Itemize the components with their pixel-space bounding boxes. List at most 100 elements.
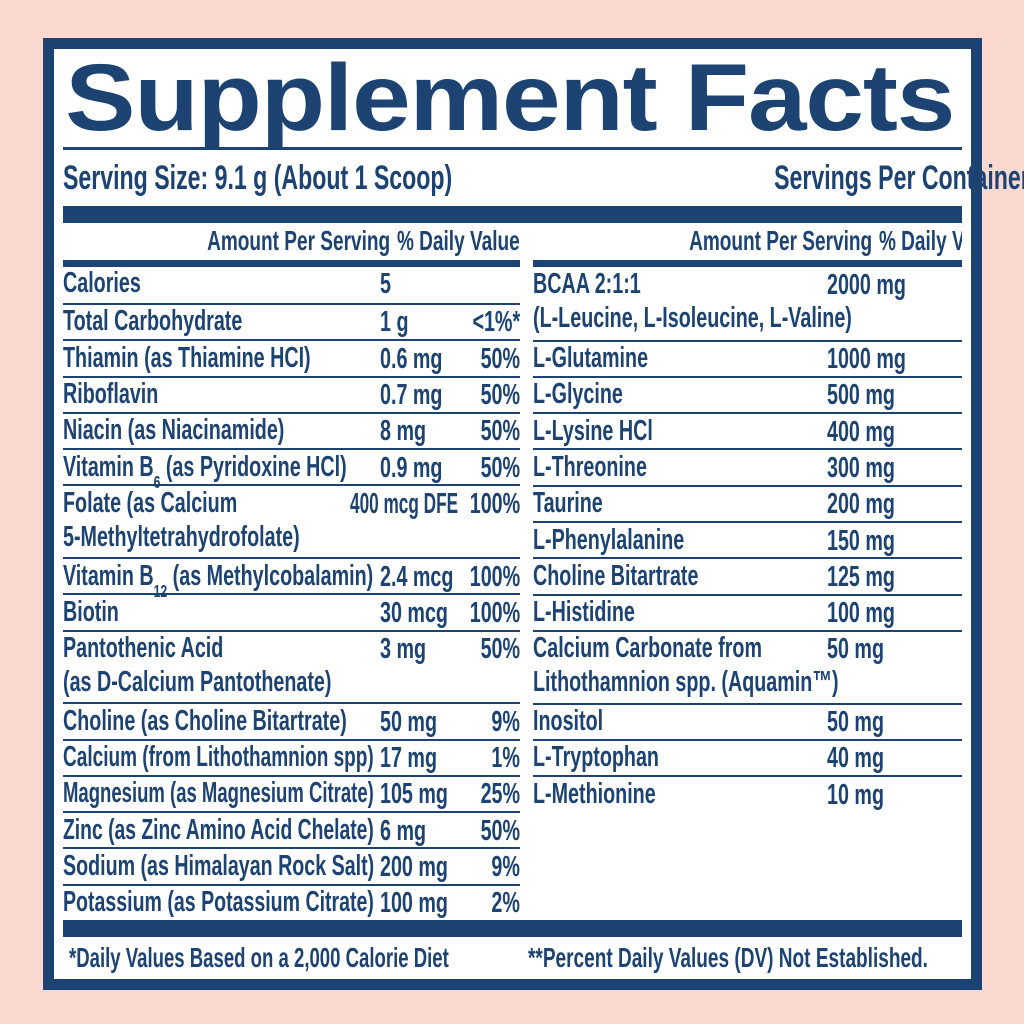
nutrient-amount: 100 mg bbox=[380, 887, 448, 920]
nutrient-name-text: Sodium (as Himalayan Rock Salt) bbox=[63, 849, 375, 882]
nutrient-name: L-Lysine HCl bbox=[533, 415, 653, 448]
footnotes-row: *Daily Values Based on a 2,000 Calorie D… bbox=[63, 937, 962, 979]
nutrient-amount: 1 g bbox=[380, 306, 409, 339]
nutrient-name-text: Choline Bitartrate bbox=[533, 559, 699, 592]
top-divider-bar bbox=[63, 206, 962, 223]
right-column: Amount Per Serving% Daily Value BCAA 2:1… bbox=[533, 223, 962, 920]
nutrient-amount: 3 mg bbox=[380, 633, 427, 666]
nutrient-name-text: Vitamin B bbox=[63, 559, 154, 592]
nutrient-name: L-Methionine bbox=[533, 778, 656, 811]
nutrient-name: L-Threonine bbox=[533, 451, 647, 484]
nutrient-name-text: Total Carbohydrate bbox=[63, 305, 243, 338]
nutrient-name: Magnesium (as Magnesium Citrate) bbox=[63, 777, 374, 810]
nutrient-name-text: Zinc (as Zinc Amino Acid Chelate) bbox=[63, 813, 374, 846]
daily-values-footnote: *Daily Values Based on a 2,000 Calorie D… bbox=[69, 942, 449, 973]
nutrient-name-text: Calcium (from Lithothamnion spp) bbox=[63, 741, 374, 774]
nutrient-name-text: Folate (as Calcium bbox=[63, 486, 238, 519]
nutrient-row: Vitamin B12 (as Methylcobalamin) 2.4 mcg 1… bbox=[63, 557, 520, 600]
nutrient-row: Magnesium (as Magnesium Citrate) 105 mg 25… bbox=[63, 774, 520, 811]
nutrient-name-text: L-Methionine bbox=[533, 777, 656, 810]
left-column: Amount Per Serving% Daily Value Calories… bbox=[63, 223, 520, 920]
nutrient-row: Calcium (from Lithothamnion spp) 17 mg 1% bbox=[63, 738, 520, 775]
nutrient-amount: 5 bbox=[380, 268, 391, 301]
nutrient-name-subscript: 6 bbox=[153, 472, 161, 493]
nutrient-amount: 0.7 mg bbox=[380, 379, 443, 412]
nutrient-name: Pantothenic Acid bbox=[63, 632, 223, 665]
nutrient-amount: 0.9 mg bbox=[380, 451, 443, 484]
nutrient-row: Pantothenic Acid 3 mg 50% (as D-Calcium Pan… bbox=[63, 629, 520, 703]
nutrient-daily-value: 50% bbox=[480, 814, 520, 847]
nutrient-daily-value: 9% bbox=[491, 705, 520, 738]
nutrient-row: Thiamin (as Thiamine HCI) 0.6 mg 50% bbox=[63, 339, 520, 375]
nutrient-amount: 8 mg bbox=[380, 415, 427, 448]
nutrient-name-subscript: 12 bbox=[153, 581, 168, 602]
nutrient-amount: 50 mg bbox=[380, 705, 438, 738]
nutrient-row: Zinc (as Zinc Amino Acid Chelate) 6 mg 50% bbox=[63, 811, 520, 847]
nutrient-amount: 100 mg bbox=[827, 597, 895, 630]
supplement-facts-panel: Supplement Facts Serving Size: 9.1 g (Ab… bbox=[43, 38, 1024, 990]
nutrient-daily-value: 1% bbox=[491, 742, 520, 775]
nutrient-name: Thiamin (as Thiamine HCI) bbox=[63, 342, 311, 375]
nutrient-amount: 10 mg bbox=[827, 778, 885, 811]
title-block: Supplement Facts bbox=[63, 49, 962, 150]
nutrient-amount: 40 mg bbox=[827, 742, 885, 775]
nutrient-name: Zinc (as Zinc Amino Acid Chelate) bbox=[63, 814, 374, 847]
nutrient-amount: 200 mg bbox=[827, 488, 895, 521]
bottom-divider-bar bbox=[63, 920, 962, 937]
nutrient-name: Choline (as Choline Bitartrate) bbox=[63, 705, 347, 738]
nutrient-name-text: L-Threonine bbox=[533, 450, 647, 483]
amount-per-serving-header: Amount Per Serving bbox=[207, 224, 391, 256]
nutrient-name: L-Histidine bbox=[533, 596, 635, 629]
nutrient-name: BCAA 2:1:1 bbox=[533, 268, 641, 301]
column-header-text: Amount Per Serving% Daily Value bbox=[207, 225, 520, 257]
nutrient-name: Inositol bbox=[533, 705, 603, 738]
column-header-text: Amount Per Serving% Daily Value bbox=[689, 225, 962, 257]
serving-info-row: Serving Size: 9.1 g (About 1 Scoop) Serv… bbox=[63, 150, 1024, 206]
nutrient-name-line2: (as D-Calcium Pantothenate) bbox=[63, 666, 332, 699]
nutrient-name: Vitamin B6 (as Pyridoxine HCl) bbox=[63, 451, 347, 492]
nutrient-daily-value: 50% bbox=[480, 342, 520, 375]
nutrient-name-line2: 5-Methyltetrahydrofolate) bbox=[63, 520, 300, 553]
nutrient-name-text: Inositol bbox=[533, 705, 604, 738]
nutrient-name-text: Calcium Carbonate from bbox=[533, 632, 763, 665]
nutrient-row: Niacin (as Niacinamide) 8 mg 50% bbox=[63, 411, 520, 448]
nutrient-amount: 17 mg bbox=[380, 742, 438, 775]
nutrient-name-text: Potassium (as Potassium Citrate) bbox=[63, 886, 374, 919]
nutrient-row: Folate (as Calcium 400 mcg DFE 100% 5-Methy… bbox=[63, 484, 520, 557]
nutrient-daily-value: 50% bbox=[480, 379, 520, 412]
nutrient-amount: 0.6 mg bbox=[380, 342, 443, 375]
nutrient-name-text: (as Methylcobalamin) bbox=[167, 559, 374, 592]
nutrient-name-line2: (L-Leucine, L-Isoleucine, L-Valine) bbox=[533, 301, 852, 334]
nutrient-name: Sodium (as Himalayan Rock Salt) bbox=[63, 850, 374, 883]
nutrient-name-text: L-Lysine HCl bbox=[533, 414, 653, 447]
nutrient-name-text: Thiamin (as Thiamine HCI) bbox=[63, 341, 311, 374]
nutrient-amount: 200 mg bbox=[380, 850, 448, 883]
nutrient-daily-value: <1%* bbox=[472, 306, 520, 339]
nutrient-daily-value: 50% bbox=[480, 633, 520, 666]
label-content: Supplement Facts Serving Size: 9.1 g (Ab… bbox=[63, 49, 1024, 979]
nutrient-name-text: L-Histidine bbox=[533, 596, 635, 629]
nutrient-name-text: Riboflavin bbox=[63, 378, 159, 411]
nutrient-daily-value: 50% bbox=[480, 415, 520, 448]
servings-per-container-text: Servings Per Container: 30 bbox=[774, 158, 1024, 197]
nutrition-columns: Amount Per Serving% Daily Value Calories… bbox=[63, 223, 962, 920]
nutrient-daily-value: 50% bbox=[480, 451, 520, 484]
nutrient-name-text: Niacin (as Niacinamide) bbox=[63, 414, 285, 447]
right-header-underline bbox=[533, 260, 962, 267]
nutrient-amount: 150 mg bbox=[827, 524, 895, 557]
nutrient-daily-value: 100% bbox=[469, 487, 520, 520]
nutrient-amount: 30 mcg bbox=[380, 596, 448, 629]
left-header-underline bbox=[63, 259, 520, 267]
nutrient-row: Riboflavin 0.7 mg 50% bbox=[63, 375, 520, 412]
nutrient-name-text: L-Glutamine bbox=[533, 342, 649, 375]
nutrient-row: Choline (as Choline Bitartrate) 50 mg 9% bbox=[63, 702, 520, 738]
nutrient-amount: 105 mg bbox=[380, 778, 448, 811]
nutrient-name: Total Carbohydrate bbox=[63, 305, 242, 338]
nutrient-amount: 2.4 mcg bbox=[380, 560, 454, 593]
left-column-header: Amount Per Serving% Daily Value bbox=[63, 223, 520, 260]
